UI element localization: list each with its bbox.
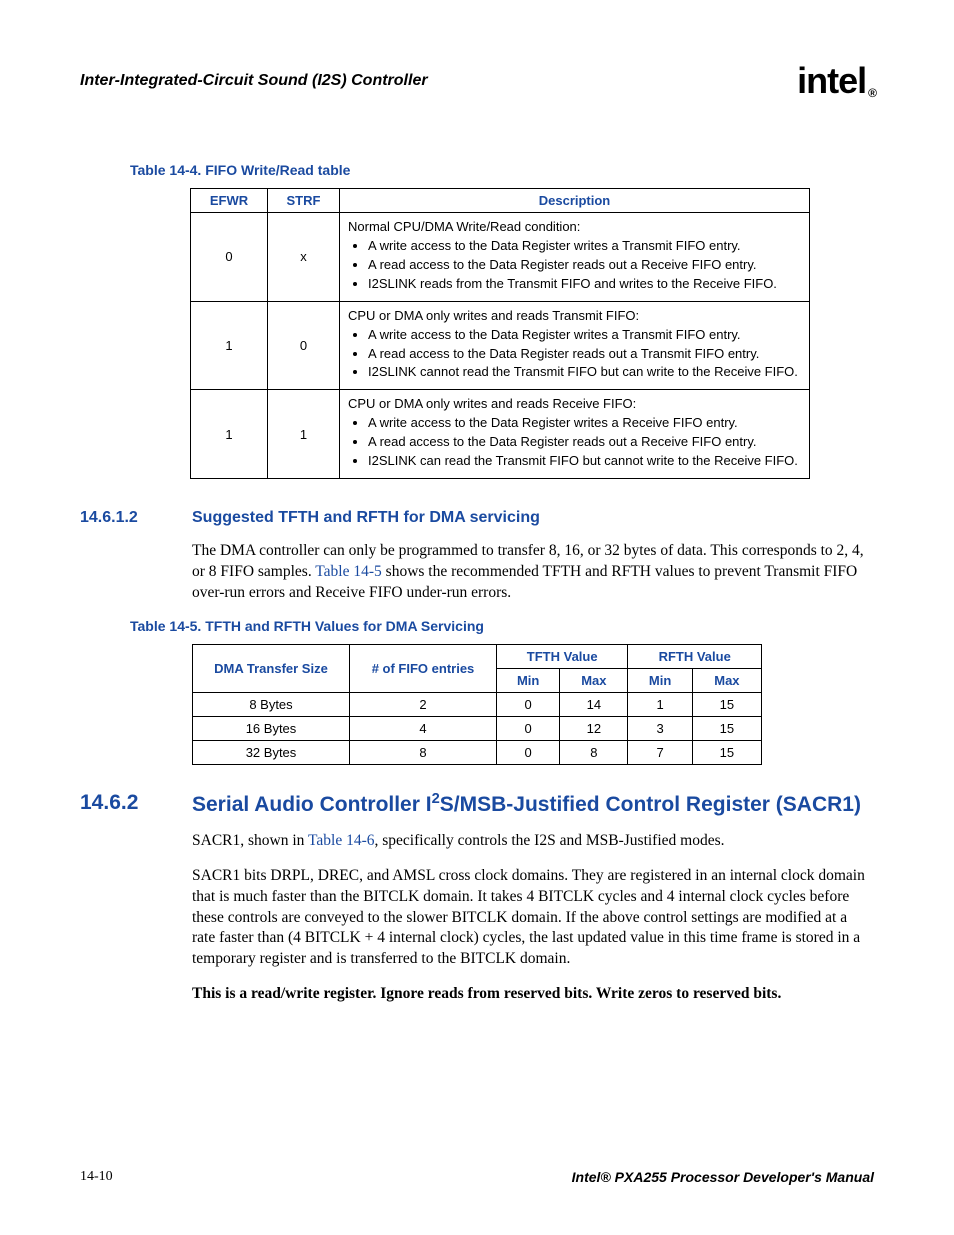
table-row: 0 x Normal CPU/DMA Write/Read condition:…: [191, 213, 810, 302]
table-14-5-caption: Table 14-5. TFTH and RFTH Values for DMA…: [130, 618, 874, 634]
section-paragraph: The DMA controller can only be programme…: [192, 541, 874, 604]
col-efwr: EFWR: [191, 189, 268, 213]
page-number: 14-10: [80, 1169, 113, 1185]
col-strf: STRF: [268, 189, 340, 213]
table-row: 32 Bytes 8 0 8 7 15: [193, 740, 762, 764]
table-14-4-caption: Table 14-4. FIFO Write/Read table: [130, 162, 874, 178]
fifo-write-read-table: EFWR STRF Description 0 x Normal CPU/DMA…: [190, 188, 810, 479]
page-footer: 14-10 Intel® PXA255 Processor Developer'…: [80, 1169, 874, 1185]
section-number: 14.6.2: [80, 791, 192, 817]
tmax-cell: 12: [560, 716, 628, 740]
desc-bullets: A write access to the Data Register writ…: [368, 238, 801, 293]
desc-lead: CPU or DMA only writes and reads Transmi…: [348, 308, 801, 323]
bullet: I2SLINK reads from the Transmit FIFO and…: [368, 276, 801, 293]
desc-cell: CPU or DMA only writes and reads Receive…: [340, 390, 810, 479]
bullet: A read access to the Data Register reads…: [368, 346, 801, 363]
dma-size-cell: 8 Bytes: [193, 692, 350, 716]
table-row: 1 0 CPU or DMA only writes and reads Tra…: [191, 301, 810, 390]
bullet: A write access to the Data Register writ…: [368, 238, 801, 255]
desc-cell: CPU or DMA only writes and reads Transmi…: [340, 301, 810, 390]
efwr-cell: 0: [191, 213, 268, 302]
col-rfth: RFTH Value: [628, 644, 762, 668]
rmax-cell: 15: [692, 692, 761, 716]
bullet: I2SLINK cannot read the Transmit FIFO bu…: [368, 364, 801, 381]
section-title: Suggested TFTH and RFTH for DMA servicin…: [192, 509, 540, 527]
col-rfth-min: Min: [628, 668, 692, 692]
table-14-6-link[interactable]: Table 14-6: [308, 832, 375, 849]
strf-cell: 0: [268, 301, 340, 390]
table-14-5-link[interactable]: Table 14-5: [315, 563, 382, 580]
tmin-cell: 0: [497, 716, 560, 740]
table-row: 8 Bytes 2 0 14 1 15: [193, 692, 762, 716]
col-description: Description: [340, 189, 810, 213]
bullet: A read access to the Data Register reads…: [368, 257, 801, 274]
desc-bullets: A write access to the Data Register writ…: [368, 327, 801, 382]
tmin-cell: 0: [497, 692, 560, 716]
section-title: Serial Audio Controller I2S/MSB-Justifie…: [192, 791, 861, 817]
col-tfth: TFTH Value: [497, 644, 628, 668]
registered-icon: ®: [868, 86, 876, 100]
dma-size-cell: 32 Bytes: [193, 740, 350, 764]
section-14-6-1-2-heading: 14.6.1.2 Suggested TFTH and RFTH for DMA…: [80, 509, 874, 527]
entries-cell: 4: [350, 716, 497, 740]
dma-servicing-table: DMA Transfer Size # of FIFO entries TFTH…: [192, 644, 762, 765]
section-paragraph: SACR1, shown in Table 14-6, specifically…: [192, 831, 874, 852]
efwr-cell: 1: [191, 390, 268, 479]
bullet: A write access to the Data Register writ…: [368, 327, 801, 344]
desc-lead: CPU or DMA only writes and reads Receive…: [348, 396, 801, 411]
bullet: I2SLINK can read the Transmit FIFO but c…: [368, 453, 801, 470]
intel-logo: intel®: [797, 60, 874, 102]
col-tfth-max: Max: [560, 668, 628, 692]
entries-cell: 2: [350, 692, 497, 716]
desc-lead: Normal CPU/DMA Write/Read condition:: [348, 219, 801, 234]
running-title: Inter-Integrated-Circuit Sound (I2S) Con…: [80, 72, 428, 90]
entries-cell: 8: [350, 740, 497, 764]
desc-bullets: A write access to the Data Register writ…: [368, 415, 801, 470]
tmin-cell: 0: [497, 740, 560, 764]
col-dma-size: DMA Transfer Size: [193, 644, 350, 692]
dma-size-cell: 16 Bytes: [193, 716, 350, 740]
bullet: A write access to the Data Register writ…: [368, 415, 801, 432]
strf-cell: x: [268, 213, 340, 302]
section-14-6-2-heading: 14.6.2 Serial Audio Controller I2S/MSB-J…: [80, 791, 874, 817]
table-header-row: DMA Transfer Size # of FIFO entries TFTH…: [193, 644, 762, 668]
section-paragraph-bold: This is a read/write register. Ignore re…: [192, 984, 874, 1005]
page-header: Inter-Integrated-Circuit Sound (I2S) Con…: [80, 60, 874, 102]
table-row: 1 1 CPU or DMA only writes and reads Rec…: [191, 390, 810, 479]
col-fifo-entries: # of FIFO entries: [350, 644, 497, 692]
table-header-row: EFWR STRF Description: [191, 189, 810, 213]
rmin-cell: 1: [628, 692, 692, 716]
bullet: A read access to the Data Register reads…: [368, 434, 801, 451]
strf-cell: 1: [268, 390, 340, 479]
rmin-cell: 7: [628, 740, 692, 764]
rmax-cell: 15: [692, 716, 761, 740]
table-row: 16 Bytes 4 0 12 3 15: [193, 716, 762, 740]
col-rfth-max: Max: [692, 668, 761, 692]
tmax-cell: 8: [560, 740, 628, 764]
col-tfth-min: Min: [497, 668, 560, 692]
section-paragraph: SACR1 bits DRPL, DREC, and AMSL cross cl…: [192, 866, 874, 971]
tmax-cell: 14: [560, 692, 628, 716]
section-number: 14.6.1.2: [80, 509, 192, 527]
efwr-cell: 1: [191, 301, 268, 390]
rmin-cell: 3: [628, 716, 692, 740]
desc-cell: Normal CPU/DMA Write/Read condition: A w…: [340, 213, 810, 302]
rmax-cell: 15: [692, 740, 761, 764]
manual-title: Intel® PXA255 Processor Developer's Manu…: [572, 1169, 874, 1185]
